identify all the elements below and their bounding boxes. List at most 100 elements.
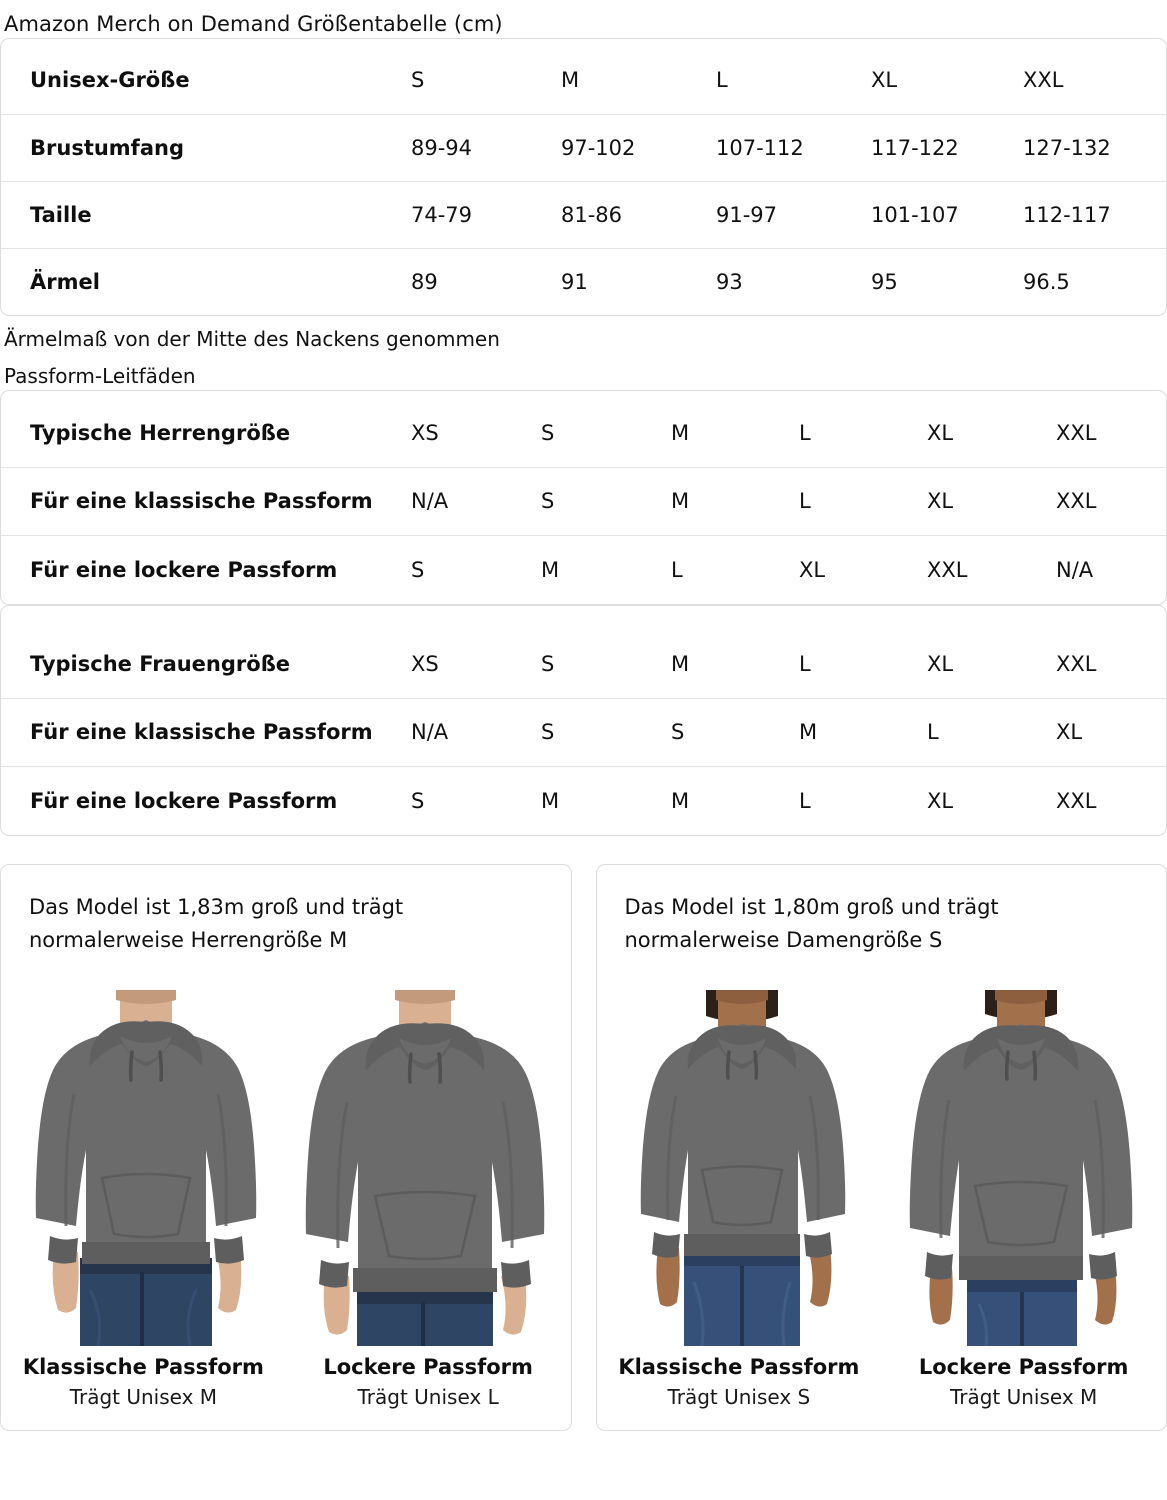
header-size-xxl: XXL	[1023, 68, 1064, 93]
chest-s: 89-94	[411, 113, 561, 181]
row-label-sleeve: Ärmel	[1, 247, 411, 315]
womens-model-card: Das Model ist 1,80m groß und trägt norma…	[595, 864, 1167, 1431]
womens-classic-6: XL	[1056, 697, 1166, 767]
header-size-l: L	[716, 68, 728, 93]
mens-classic-5: XL	[927, 466, 1056, 536]
sleeve-m: 91	[561, 247, 716, 315]
measurement-table: Unisex-Größe S M L XL XXL Brustumfang 89…	[1, 47, 1166, 315]
mens-classic-fit-caption: Klassische Passform Trägt Unisex M	[1, 1352, 286, 1412]
sleeve-l: 93	[716, 247, 871, 315]
womens-relaxed-6: XXL	[1056, 766, 1166, 835]
header-size-xl: XL	[871, 68, 898, 93]
header-typical-mens-size: Typische Herrengröße	[30, 420, 291, 445]
womens-classic-3: S	[671, 697, 799, 767]
mens-header-l: L	[799, 420, 811, 445]
row-label-mens-classic-fit: Für eine klassische Passform	[1, 466, 411, 536]
table-row: Für eine lockere Passform S M L XL XXL N…	[1, 535, 1166, 604]
mens-classic-fit-figure	[7, 957, 286, 1346]
waist-s: 74-79	[411, 180, 561, 248]
womens-relaxed-2: M	[541, 766, 671, 835]
womens-header-m: M	[671, 651, 690, 676]
mens-classic-3: M	[671, 466, 799, 536]
womens-classic-2: S	[541, 697, 671, 767]
mens-relaxed-1: S	[411, 535, 541, 604]
row-label-mens-relaxed-fit: Für eine lockere Passform	[1, 535, 411, 604]
chest-xxl: 127-132	[1023, 113, 1166, 181]
chest-l: 107-112	[716, 113, 871, 181]
womens-model-figures	[597, 957, 1167, 1346]
mens-relaxed-fit-figure	[286, 957, 565, 1346]
female-model-classic-hoodie-illustration	[617, 990, 866, 1346]
sleeve-xl: 95	[871, 247, 1023, 315]
waist-m: 81-86	[561, 180, 716, 248]
womens-classic-4: M	[799, 697, 927, 767]
table-row-header: Typische Herrengröße XS S M L XL XXL	[1, 399, 1166, 467]
table-row: Brustumfang 89-94 97-102 107-112 117-122…	[1, 113, 1166, 181]
table-row: Für eine lockere Passform S M M L XL XXL	[1, 766, 1166, 835]
waist-xl: 101-107	[871, 180, 1023, 248]
mens-model-description: Das Model ist 1,83m groß und trägt norma…	[29, 895, 404, 952]
mens-classic-2: S	[541, 466, 671, 536]
table-row: Ärmel 89 91 93 95 96.5	[1, 247, 1166, 315]
header-unisex-size: Unisex-Größe	[30, 68, 190, 93]
caption-subtitle: Trägt Unisex M	[949, 1385, 1098, 1409]
caption-title: Klassische Passform	[22, 1355, 264, 1379]
header-size-m: M	[561, 68, 580, 93]
mens-relaxed-6: N/A	[1056, 535, 1166, 604]
womens-relaxed-3: M	[671, 766, 799, 835]
mens-relaxed-3: L	[671, 535, 799, 604]
womens-relaxed-fit-figure	[881, 957, 1160, 1346]
womens-model-description: Das Model ist 1,80m groß und trägt norma…	[624, 895, 999, 952]
womens-header-s: S	[541, 651, 555, 676]
caption-title: Lockere Passform	[323, 1355, 533, 1379]
row-label-waist: Taille	[1, 180, 411, 248]
waist-xxl: 112-117	[1023, 180, 1166, 248]
mens-header-s: S	[541, 420, 555, 445]
page-title: Amazon Merch on Demand Größentabelle (cm…	[4, 12, 503, 36]
womens-header-xs: XS	[411, 651, 439, 676]
womens-model-captions: Klassische Passform Trägt Unisex S Locke…	[597, 1346, 1167, 1430]
mens-relaxed-5: XXL	[927, 535, 1056, 604]
table-row: Für eine klassische Passform N/A S M L X…	[1, 466, 1166, 536]
womens-header-xl: XL	[927, 651, 954, 676]
mens-header-m: M	[671, 420, 690, 445]
womens-relaxed-1: S	[411, 766, 541, 835]
chest-xl: 117-122	[871, 113, 1023, 181]
row-label-womens-relaxed-fit: Für eine lockere Passform	[1, 766, 411, 835]
caption-subtitle: Trägt Unisex S	[667, 1385, 811, 1409]
mens-header-xs: XS	[411, 420, 439, 445]
fit-guides-heading: Passform-Leitfäden	[4, 364, 196, 388]
table-row: Taille 74-79 81-86 91-97 101-107 112-117	[1, 180, 1166, 248]
sleeve-measurement-note: Ärmelmaß von der Mitte des Nackens genom…	[4, 327, 500, 351]
mens-relaxed-2: M	[541, 535, 671, 604]
female-model-relaxed-hoodie-illustration	[896, 990, 1145, 1346]
row-label-womens-classic-fit: Für eine klassische Passform	[1, 697, 411, 767]
mens-header-xxl: XXL	[1056, 420, 1097, 445]
womens-classic-1: N/A	[411, 697, 541, 767]
caption-title: Lockere Passform	[918, 1355, 1129, 1379]
chest-m: 97-102	[561, 113, 716, 181]
mens-classic-6: XXL	[1056, 466, 1166, 536]
mens-relaxed-fit-caption: Lockere Passform Trägt Unisex L	[286, 1352, 571, 1412]
caption-title: Klassische Passform	[618, 1355, 860, 1379]
womens-fit-table-card: Typische Frauengröße XS S M L XL XXL Für…	[0, 605, 1167, 836]
table-row-header: Typische Frauengröße XS S M L XL XXL	[1, 630, 1166, 698]
mens-fit-table-card: Typische Herrengröße XS S M L XL XXL Für…	[0, 390, 1167, 605]
womens-classic-fit-figure	[603, 957, 882, 1346]
table-row: Für eine klassische Passform N/A S S M L…	[1, 697, 1166, 767]
caption-subtitle: Trägt Unisex L	[357, 1385, 499, 1409]
womens-relaxed-5: XL	[927, 766, 1056, 835]
sleeve-s: 89	[411, 247, 561, 315]
model-cards-row: Das Model ist 1,83m groß und trägt norma…	[0, 864, 1167, 1431]
mens-model-figures	[1, 957, 571, 1346]
womens-classic-5: L	[927, 697, 1056, 767]
womens-fit-table: Typische Frauengröße XS S M L XL XXL Für…	[1, 630, 1166, 835]
womens-relaxed-fit-caption: Lockere Passform Trägt Unisex M	[881, 1352, 1166, 1412]
mens-relaxed-4: XL	[799, 535, 927, 604]
womens-classic-fit-caption: Klassische Passform Trägt Unisex S	[597, 1352, 882, 1412]
sleeve-xxl: 96.5	[1023, 247, 1166, 315]
header-typical-womens-size: Typische Frauengröße	[30, 651, 291, 676]
mens-classic-1: N/A	[411, 466, 541, 536]
row-label-chest: Brustumfang	[1, 113, 411, 181]
